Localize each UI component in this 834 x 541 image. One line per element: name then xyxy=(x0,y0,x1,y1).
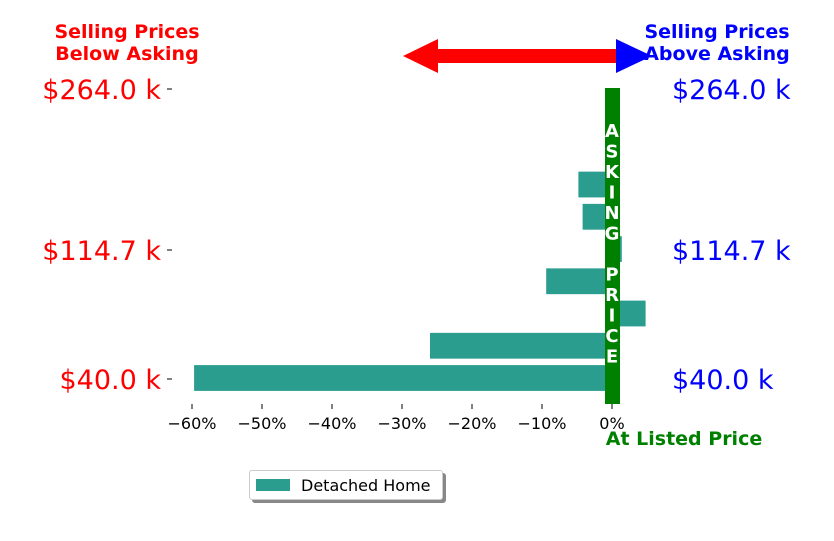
x-tick-label: −10% xyxy=(518,414,567,433)
x-tick-label: −40% xyxy=(308,414,357,433)
bar xyxy=(194,365,612,391)
x-tick-label: −20% xyxy=(448,414,497,433)
asking-letter: P xyxy=(605,265,618,286)
asking-letter: E xyxy=(606,347,618,368)
legend: Detached Home xyxy=(249,470,443,500)
asking-letter: G xyxy=(605,224,620,245)
asking-letter: R xyxy=(605,285,619,306)
left-tick-label: $264.0 k xyxy=(42,75,161,106)
header-right-line-2: Above Asking xyxy=(644,43,790,65)
asking-letter: A xyxy=(605,121,619,142)
asking-letter: N xyxy=(604,203,619,224)
right-tick-label: $40.0 k xyxy=(672,365,774,396)
right-tick-label: $264.0 k xyxy=(672,75,791,106)
header-right-line-1: Selling Prices xyxy=(644,21,789,43)
at-listed-price-label: At Listed Price xyxy=(606,428,762,450)
asking-letter: C xyxy=(605,326,618,347)
chart-header: Selling Prices Below Asking Selling Pric… xyxy=(54,21,789,65)
header-left-line-1: Selling Prices xyxy=(54,21,199,43)
legend-label: Detached Home xyxy=(301,475,431,495)
direction-arrow xyxy=(403,39,652,73)
x-tick-label: −50% xyxy=(238,414,287,433)
y-tick-labels: $264.0 k $114.7 k $40.0 k $264.0 k $114.7 k $… xyxy=(42,75,791,396)
bar xyxy=(546,268,612,295)
bar xyxy=(430,332,612,359)
bars-layer xyxy=(194,139,646,391)
legend-swatch xyxy=(256,479,290,491)
asking-letter: K xyxy=(605,162,620,183)
arrow-right-head xyxy=(616,39,652,73)
x-tick-label: −30% xyxy=(378,414,427,433)
left-tick-label: $40.0 k xyxy=(59,365,161,396)
arrow-shaft xyxy=(436,49,622,63)
header-left-line-2: Below Asking xyxy=(55,43,198,65)
left-tick-label: $114.7 k xyxy=(42,236,161,267)
x-tick-label: −60% xyxy=(168,414,217,433)
asking-letter: I xyxy=(609,183,616,204)
right-tick-label: $114.7 k xyxy=(672,236,791,267)
asking-letter: I xyxy=(609,306,616,327)
x-axis: −60% −50% −40% −30% −20% −10% 0% xyxy=(168,404,625,433)
arrow-left-head xyxy=(403,39,438,73)
x-tick-label: 0% xyxy=(599,414,624,433)
asking-line-bar xyxy=(605,88,620,404)
asking-letter: S xyxy=(606,142,619,163)
